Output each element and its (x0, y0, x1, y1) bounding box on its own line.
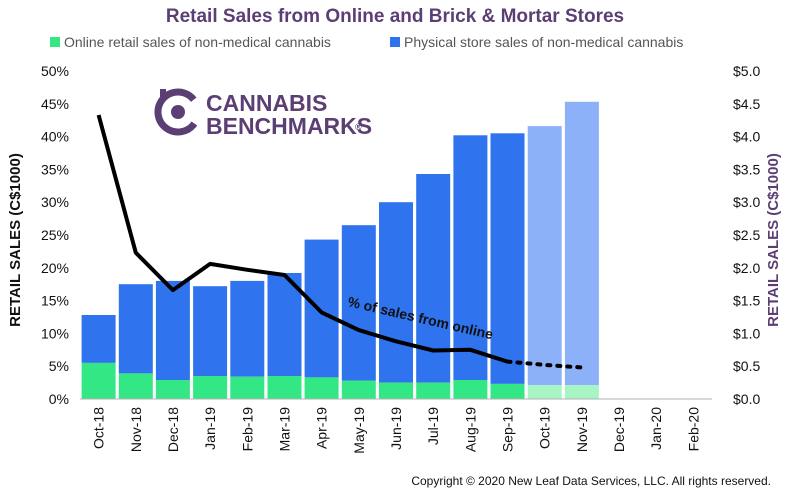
x-tick-label: Apr-19 (314, 407, 330, 449)
left-tick-label: 50% (41, 63, 69, 79)
x-tick-label: Feb-19 (239, 407, 255, 452)
bar-online-Mar-19 (267, 376, 302, 399)
left-axis-ticks: 0% 5% 10% 15% 20% 25% 30% 35% 40% 45% 50% (41, 63, 69, 407)
bar-physical-Oct-19 (527, 126, 562, 386)
x-tick-label: Feb-20 (685, 407, 701, 452)
right-tick-label: $4.0 (733, 129, 760, 145)
logo-line-2: BENCHMARKS (206, 113, 372, 139)
bar-online-Aug-19 (453, 380, 488, 399)
logo-mark-icon (154, 88, 202, 136)
x-tick-label: May-19 (351, 407, 367, 454)
left-tick-label: 5% (49, 358, 69, 374)
bar-online-Oct-19 (527, 385, 562, 399)
bar-physical-Jan-19 (193, 286, 228, 377)
bar-online-Jun-19 (379, 382, 413, 399)
left-tick-label: 15% (41, 293, 69, 309)
legend-label-physical: Physical store sales of non-medical cann… (404, 34, 683, 50)
bar-physical-Dec-18 (155, 280, 190, 380)
right-tick-label: $2.0 (733, 260, 760, 276)
right-tick-label: $1.5 (733, 293, 760, 309)
right-tick-label: $4.5 (733, 96, 760, 112)
left-tick-label: 45% (41, 96, 69, 112)
x-tick-label: Jan-20 (648, 407, 664, 450)
bar-online-Apr-19 (304, 377, 339, 399)
left-tick-label: 35% (41, 161, 69, 177)
legend: Online retail sales of non-medical canna… (50, 34, 683, 50)
right-tick-label: $1.0 (733, 325, 760, 341)
right-axis-ticks: $0.0 $0.5 $1.0 $1.5 $2.0 $2.5 $3.0 $3.5 $4.0 $4.5… (733, 63, 760, 407)
x-tick-label: Sep-19 (500, 407, 516, 452)
bar-online-May-19 (341, 380, 376, 399)
bar-layer (81, 101, 599, 399)
logo-line-1: CANNABIS (206, 90, 327, 116)
x-tick-label: Nov-19 (574, 407, 590, 452)
x-tick-label: Mar-19 (277, 407, 293, 452)
logo-registered-mark: ® (355, 122, 362, 132)
left-tick-label: 40% (41, 129, 69, 145)
bar-online-Dec-18 (155, 380, 190, 399)
bar-physical-Aug-19 (453, 135, 488, 380)
right-tick-label: $3.0 (733, 194, 760, 210)
bar-physical-Apr-19 (304, 239, 339, 378)
bar-physical-Jun-19 (379, 202, 413, 383)
legend-swatch-physical (390, 37, 400, 47)
x-tick-label: Oct-19 (537, 407, 553, 449)
right-tick-label: $3.5 (733, 161, 760, 177)
left-tick-label: 10% (41, 325, 69, 341)
x-axis-ticks: Oct-18 Nov-18 Dec-18 Jan-19 Feb-19 Mar-19 Apr-… (91, 407, 702, 454)
bar-online-Feb-19 (230, 376, 265, 399)
right-axis-title: RETAIL SALES (C$1000) (765, 153, 782, 327)
left-tick-label: 20% (41, 260, 69, 276)
bar-physical-Nov-19 (564, 101, 599, 386)
right-tick-label: $2.5 (733, 227, 760, 243)
bar-online-Nov-19 (564, 385, 599, 399)
bar-online-Jan-19 (193, 376, 228, 399)
left-tick-label: 25% (41, 227, 69, 243)
left-tick-label: 30% (41, 194, 69, 210)
bar-online-Nov-18 (118, 373, 153, 399)
bar-online-Oct-18 (81, 362, 116, 399)
bar-physical-May-19 (341, 225, 376, 381)
left-axis-title: RETAIL SALES (C$1000) (7, 153, 24, 327)
legend-swatch-online (50, 37, 60, 47)
x-tick-label: Aug-19 (462, 407, 478, 452)
x-tick-label: Jul-19 (425, 407, 441, 445)
bar-physical-Oct-18 (81, 315, 116, 363)
line-layer (96, 114, 584, 370)
x-tick-label: Jun-19 (388, 407, 404, 450)
bar-physical-Feb-19 (230, 280, 265, 377)
bar-physical-Sep-19 (490, 133, 525, 384)
bar-physical-Nov-18 (118, 284, 153, 374)
line-online-share-projected (505, 359, 584, 370)
right-tick-label: $5.0 (733, 63, 760, 79)
x-tick-label: Jan-19 (202, 407, 218, 450)
cannabis-benchmarks-logo: CANNABIS BENCHMARKS ® (154, 88, 372, 139)
chart-title: Retail Sales from Online and Brick & Mor… (166, 6, 624, 27)
x-tick-label: Nov-18 (128, 407, 144, 452)
copyright-notice: Copyright © 2020 New Leaf Data Services,… (411, 474, 771, 488)
left-tick-label: 0% (49, 391, 69, 407)
right-tick-label: $0.5 (733, 358, 760, 374)
x-tick-label: Dec-19 (611, 407, 627, 452)
legend-label-online: Online retail sales of non-medical canna… (64, 34, 331, 50)
line-online-share-actual (96, 114, 509, 364)
bar-online-Jul-19 (416, 382, 451, 399)
bar-online-Sep-19 (490, 383, 525, 399)
x-tick-label: Dec-18 (165, 407, 181, 452)
bar-physical-Mar-19 (267, 273, 302, 376)
right-tick-label: $0.0 (733, 391, 760, 407)
x-tick-label: Oct-18 (91, 407, 107, 449)
